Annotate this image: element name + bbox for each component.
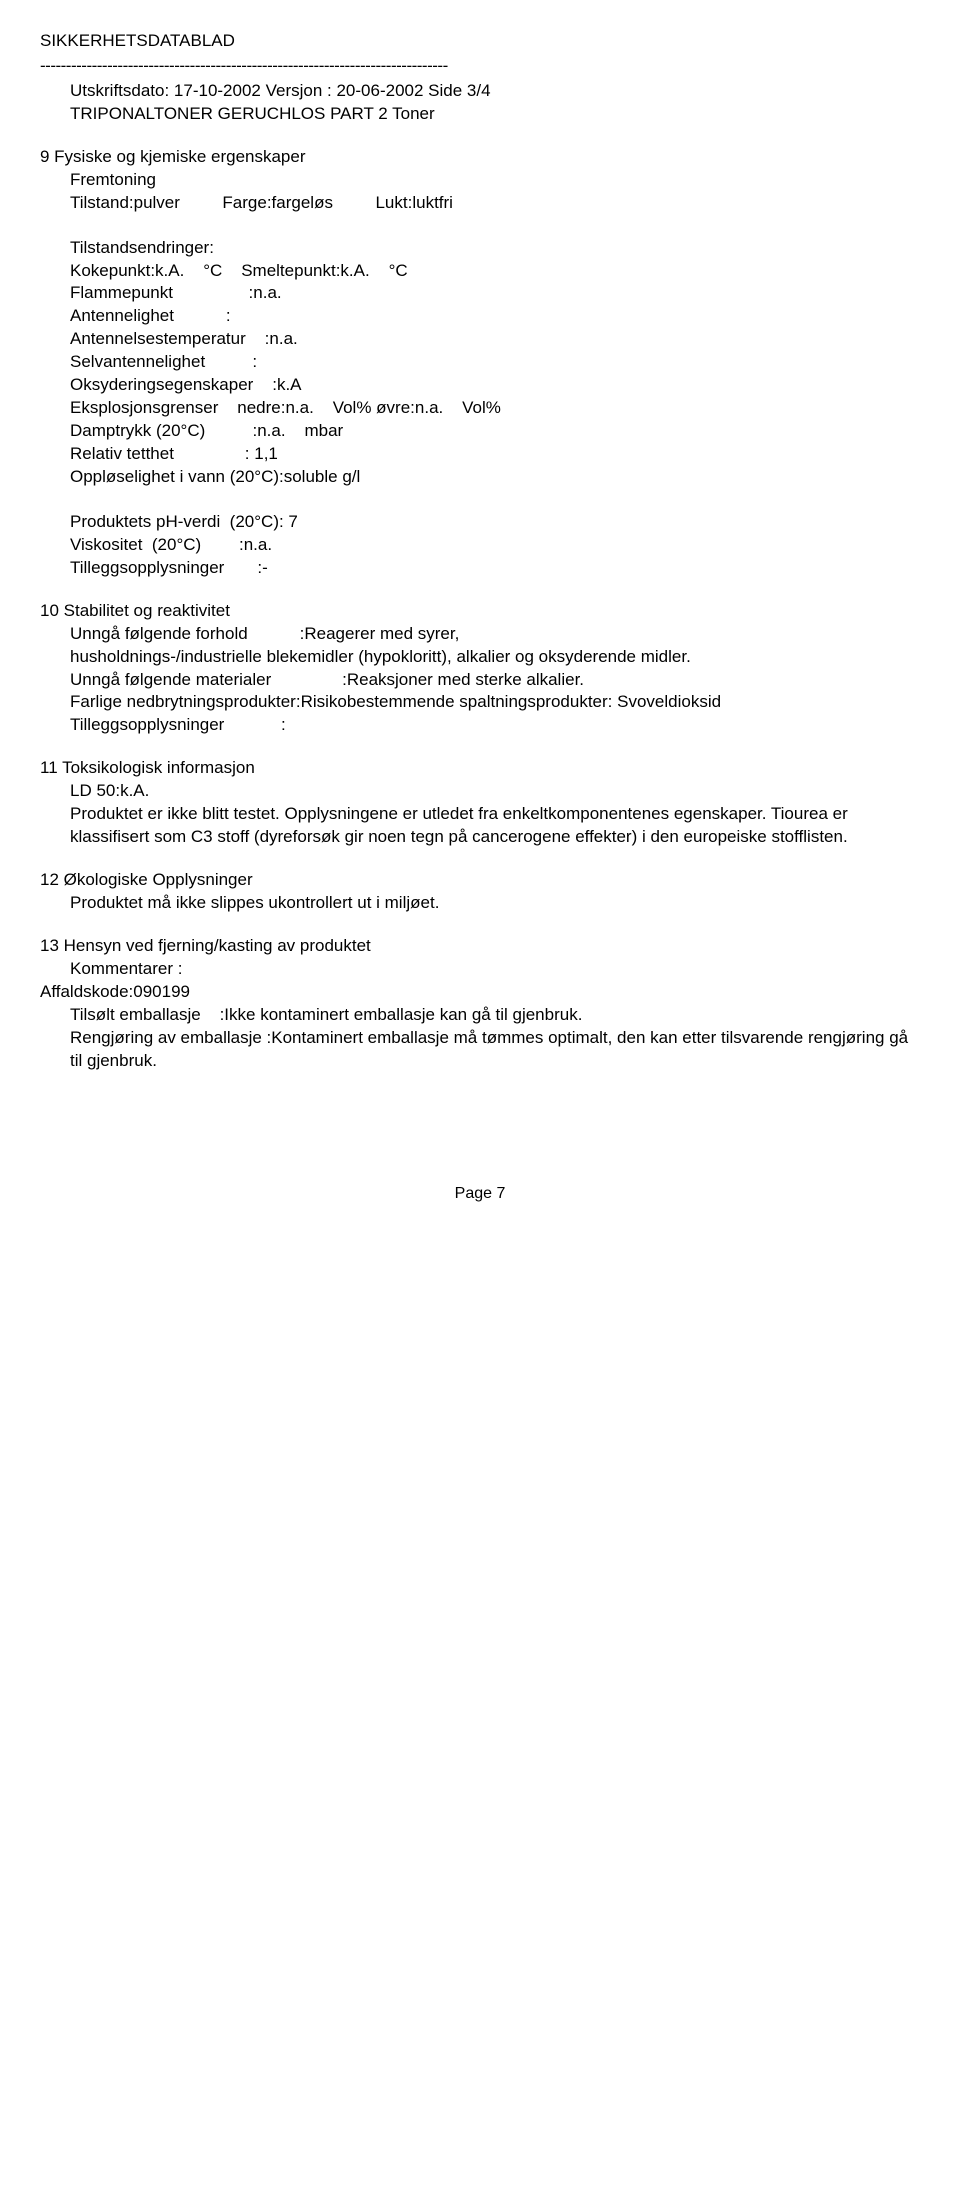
boiling-melting: Kokepunkt:k.A. °C Smeltepunkt:k.A. °C	[70, 260, 920, 283]
solubility: Oppløselighet i vann (20°C):soluble g/l	[70, 466, 920, 489]
ecological-text: Produktet må ikke slippes ukontrollert u…	[70, 892, 920, 915]
not-tested-text: Produktet er ikke blitt testet. Opplysni…	[70, 803, 920, 849]
packaging-cleaning: Rengjøring av emballasje :Kontaminert em…	[70, 1027, 920, 1073]
waste-code: Affaldskode:090199	[40, 981, 920, 1004]
flash-point: Flammepunkt :n.a.	[70, 282, 920, 305]
separator-line: ----------------------------------------…	[40, 55, 920, 78]
section-9: 9 Fysiske og kjemiske ergenskaper Fremto…	[40, 146, 920, 580]
additional-info-9: Tilleggsopplysninger :-	[70, 557, 920, 580]
oxidizing: Oksyderingsegenskaper :k.A	[70, 374, 920, 397]
soiled-packaging: Tilsølt emballasje :Ikke kontaminert emb…	[70, 1004, 920, 1027]
section-10-title: 10 Stabilitet og reaktivitet	[40, 600, 920, 623]
section-13-title: 13 Hensyn ved fjerning/kasting av produk…	[40, 935, 920, 958]
avoid-materials: Unngå følgende materialer :Reaksjoner me…	[70, 669, 920, 692]
doc-title: SIKKERHETSDATABLAD	[40, 30, 920, 53]
section-12-title: 12 Økologiske Opplysninger	[40, 869, 920, 892]
hazardous-products: Farlige nedbrytningsprodukter:Risikobest…	[70, 691, 920, 714]
ld50: LD 50:k.A.	[70, 780, 920, 803]
state-color-smell: Tilstand:pulver Farge:fargeløs Lukt:lukt…	[70, 192, 920, 215]
page-number: Page 7	[40, 1183, 920, 1205]
ignition-temp: Antennelsestemperatur :n.a.	[70, 328, 920, 351]
section-11-title: 11 Toksikologisk informasjon	[40, 757, 920, 780]
additional-info-10: Tilleggsopplysninger :	[70, 714, 920, 737]
density: Relativ tetthet : 1,1	[70, 443, 920, 466]
avoid-conditions-2: husholdnings-/industrielle blekemidler (…	[70, 646, 920, 669]
section-9-title: 9 Fysiske og kjemiske ergenskaper	[40, 146, 920, 169]
ignitability: Antennelighet :	[70, 305, 920, 328]
section-12: 12 Økologiske Opplysninger Produktet må …	[40, 869, 920, 915]
section-13: 13 Hensyn ved fjerning/kasting av produk…	[40, 935, 920, 1073]
ph-value: Produktets pH-verdi (20°C): 7	[70, 511, 920, 534]
self-ignite: Selvantennelighet :	[70, 351, 920, 374]
document-header: SIKKERHETSDATABLAD ---------------------…	[40, 30, 920, 126]
explosion-limits: Eksplosjonsgrenser nedre:n.a. Vol% øvre:…	[70, 397, 920, 420]
section-10: 10 Stabilitet og reaktivitet Unngå følge…	[40, 600, 920, 738]
avoid-conditions: Unngå følgende forhold :Reagerer med syr…	[70, 623, 920, 646]
section-11: 11 Toksikologisk informasjon LD 50:k.A. …	[40, 757, 920, 849]
vapor-pressure: Damptrykk (20°C) :n.a. mbar	[70, 420, 920, 443]
product-name: TRIPONALTONER GERUCHLOS PART 2 Toner	[40, 103, 920, 126]
viscosity: Viskositet (20°C) :n.a.	[70, 534, 920, 557]
comments-label: Kommentarer :	[70, 958, 920, 981]
appearance-label: Fremtoning	[70, 169, 920, 192]
print-info: Utskriftsdato: 17-10-2002 Versjon : 20-0…	[40, 80, 920, 103]
state-changes-title: Tilstandsendringer:	[70, 237, 920, 260]
